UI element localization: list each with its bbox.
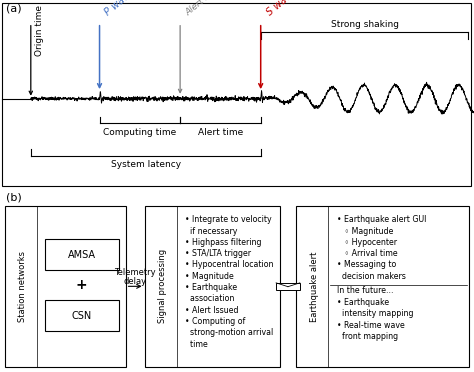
FancyBboxPatch shape — [45, 239, 118, 270]
Text: Telemetry: Telemetry — [114, 268, 156, 277]
Text: • Alert Issued: • Alert Issued — [185, 306, 238, 315]
Text: • Real-time wave: • Real-time wave — [337, 321, 404, 330]
Text: • Earthquake: • Earthquake — [185, 283, 237, 292]
Text: ◦ Arrival time: ◦ Arrival time — [337, 249, 397, 258]
Text: strong-motion arrival: strong-motion arrival — [185, 328, 273, 337]
FancyBboxPatch shape — [45, 300, 118, 331]
Text: if necessary: if necessary — [185, 227, 237, 235]
Text: ◦ Hypocenter: ◦ Hypocenter — [337, 238, 397, 247]
FancyBboxPatch shape — [145, 206, 280, 366]
FancyBboxPatch shape — [296, 206, 469, 366]
Text: • Highpass filtering: • Highpass filtering — [185, 238, 261, 247]
Text: • STA/LTA trigger: • STA/LTA trigger — [185, 249, 251, 258]
FancyBboxPatch shape — [276, 283, 300, 290]
Text: decision makers: decision makers — [337, 272, 405, 281]
Text: S wave: S wave — [264, 0, 298, 17]
Text: • Messaging to: • Messaging to — [337, 260, 396, 269]
Text: (b): (b) — [6, 192, 21, 202]
Text: Computing time: Computing time — [103, 128, 176, 137]
Text: CSN: CSN — [72, 311, 92, 321]
FancyBboxPatch shape — [2, 3, 471, 186]
Text: Strong shaking: Strong shaking — [330, 20, 399, 29]
Text: delay: delay — [124, 278, 146, 286]
Text: AMSA: AMSA — [68, 250, 96, 260]
Text: • Earthquake alert GUI: • Earthquake alert GUI — [337, 215, 426, 224]
Text: Origin time: Origin time — [35, 5, 44, 56]
Text: front mapping: front mapping — [337, 332, 398, 341]
Text: • Hypocentral location: • Hypocentral location — [185, 260, 273, 269]
Text: Alert time: Alert time — [198, 128, 243, 137]
Text: intensity mapping: intensity mapping — [337, 309, 413, 318]
Text: • Integrate to velocity: • Integrate to velocity — [185, 215, 272, 224]
Text: In the future...: In the future... — [337, 286, 393, 295]
Text: • Magnitude: • Magnitude — [185, 272, 234, 281]
Text: • Computing of: • Computing of — [185, 317, 245, 326]
Text: ◦ Magnitude: ◦ Magnitude — [337, 227, 393, 235]
Text: time: time — [185, 340, 208, 349]
Text: Alert issued: Alert issued — [184, 0, 230, 17]
Text: +: + — [76, 278, 88, 292]
Text: association: association — [185, 294, 234, 303]
Text: Earthquake alert: Earthquake alert — [310, 251, 319, 321]
Text: Station networks: Station networks — [18, 251, 27, 322]
Text: Signal processing: Signal processing — [158, 249, 167, 323]
FancyBboxPatch shape — [5, 206, 126, 366]
Text: • Earthquake: • Earthquake — [337, 298, 389, 307]
Text: System latency: System latency — [111, 160, 181, 169]
Text: (a): (a) — [6, 3, 21, 13]
Text: P wave: P wave — [103, 0, 137, 17]
